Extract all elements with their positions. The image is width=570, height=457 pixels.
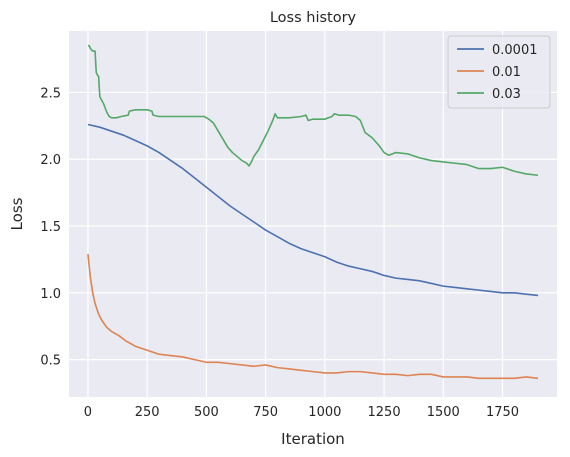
x-tick-label: 750 — [253, 405, 278, 420]
x-tick-label: 1500 — [427, 405, 460, 420]
legend: 0.0001 0.01 0.03 — [447, 35, 551, 109]
series-line-0.0001 — [87, 123, 539, 297]
legend-box — [447, 35, 551, 109]
x-tick-labels: 0 250 500 750 1000 1250 1500 1750 — [84, 405, 519, 420]
x-tick-label: 500 — [194, 405, 219, 420]
y-tick-label: 0.5 — [40, 354, 61, 369]
legend-label: 0.01 — [492, 65, 521, 80]
x-axis-title: Iteration — [281, 430, 345, 448]
y-tick-labels: 0.5 1.0 1.5 2.0 2.5 — [40, 86, 61, 368]
series-line-0.01 — [87, 253, 539, 380]
legend-label: 0.03 — [492, 87, 521, 102]
series-line-0.03 — [87, 44, 539, 177]
x-tick-label: 1250 — [368, 405, 401, 420]
series-lines — [87, 44, 539, 380]
y-axis-title: Loss — [8, 197, 26, 230]
x-tick-label: 250 — [135, 405, 160, 420]
y-tick-label: 2.5 — [40, 86, 61, 101]
y-tick-label: 1.5 — [40, 220, 61, 235]
y-tick-label: 1.0 — [40, 287, 61, 302]
legend-label: 0.0001 — [492, 43, 538, 58]
chart-title: Loss history — [270, 10, 357, 26]
y-tick-label: 2.0 — [40, 153, 61, 168]
x-tick-label: 0 — [84, 405, 92, 420]
x-tick-label: 1000 — [308, 405, 341, 420]
x-tick-label: 1750 — [486, 405, 519, 420]
